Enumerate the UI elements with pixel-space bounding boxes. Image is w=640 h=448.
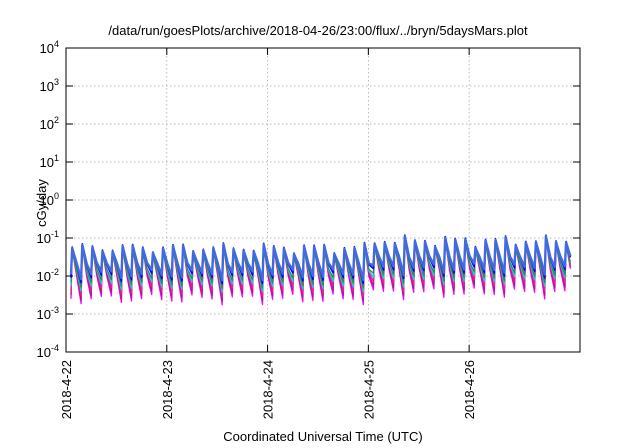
series-layer — [69, 234, 572, 306]
y-tick-label: 10-3 — [37, 305, 59, 322]
x-tick-label: 2018-4-24 — [261, 360, 276, 419]
x-tick-label: 2018-4-25 — [361, 360, 376, 419]
y-tick-label: 104 — [40, 39, 59, 56]
y-tick-label: 101 — [40, 153, 59, 170]
y-tick-label: 10-1 — [37, 229, 59, 246]
series-line — [69, 235, 572, 282]
grid — [66, 48, 580, 352]
x-axis-label: Coordinated Universal Time (UTC) — [223, 429, 422, 444]
x-tick-label: 2018-4-26 — [462, 360, 477, 419]
x-tick-label: 2018-4-23 — [160, 360, 175, 419]
y-tick-label: 10-2 — [37, 267, 59, 284]
y-axis-label: cGy/day — [34, 179, 49, 227]
y-tick-label: 10-4 — [37, 343, 59, 360]
y-axis: 10-4 10-3 10-2 10-1 100 101 102 103 104 — [37, 39, 580, 360]
chart-title: /data/run/goesPlots/archive/2018-04-26/2… — [108, 23, 528, 38]
x-axis: 2018-4-22 2018-4-23 2018-4-24 2018-4-25 2018… — [59, 48, 477, 419]
x-tick-label: 2018-4-22 — [59, 360, 74, 419]
y-tick-label: 103 — [40, 77, 59, 94]
y-tick-label: 100 — [40, 191, 59, 208]
y-tick-label: 102 — [40, 115, 59, 132]
